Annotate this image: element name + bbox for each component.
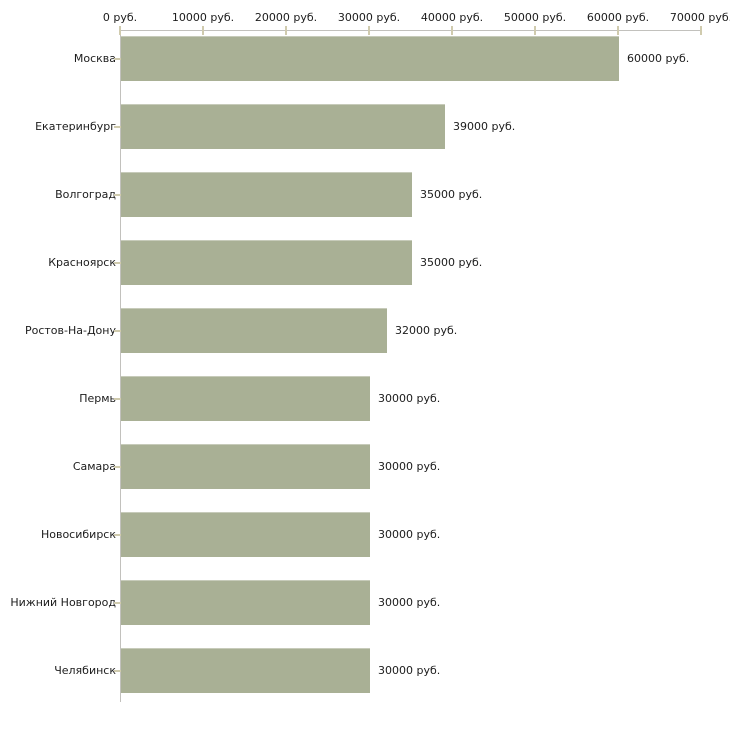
x-tick-label: 20000 руб. (254, 11, 318, 24)
value-label: 35000 руб. (420, 187, 483, 201)
y-tick-mark (114, 397, 121, 400)
x-tick-mark (202, 26, 204, 35)
value-label: 30000 руб. (378, 595, 441, 609)
value-label: 30000 руб. (378, 459, 441, 473)
category-label: Нижний Новгород (10, 595, 116, 609)
value-label: 32000 руб. (395, 323, 458, 337)
category-label: Екатеринбург (35, 119, 116, 133)
y-tick-mark (114, 669, 121, 672)
x-tick-label: 30000 руб. (337, 11, 401, 24)
bar (121, 240, 412, 285)
bar (121, 172, 412, 217)
x-tick-mark (451, 26, 453, 35)
value-label: 30000 руб. (378, 663, 441, 677)
bar (121, 580, 370, 625)
y-tick-mark (114, 57, 121, 60)
x-tick-mark (119, 26, 121, 35)
x-tick-label: 50000 руб. (503, 11, 567, 24)
y-tick-mark (114, 601, 121, 604)
y-tick-mark (114, 533, 121, 536)
value-label: 35000 руб. (420, 255, 483, 269)
y-tick-mark (114, 329, 121, 332)
x-tick-label: 60000 руб. (586, 11, 650, 24)
y-tick-mark (114, 193, 121, 196)
x-tick-label: 70000 руб. (669, 11, 730, 24)
category-label: Волгоград (55, 187, 116, 201)
value-label: 30000 руб. (378, 391, 441, 405)
category-label: Ростов-На-Дону (24, 323, 116, 337)
category-label: Красноярск (48, 255, 116, 269)
bar (121, 36, 619, 81)
bar (121, 648, 370, 693)
category-label: Москва (73, 51, 116, 65)
category-label: Новосибирск (40, 527, 116, 541)
x-tick-mark (285, 26, 287, 35)
category-label: Пермь (79, 391, 116, 405)
value-label: 60000 руб. (627, 51, 690, 65)
x-axis-line (120, 30, 701, 31)
bar (121, 104, 445, 149)
x-tick-mark (617, 26, 619, 35)
y-tick-mark (114, 465, 121, 468)
value-label: 39000 руб. (453, 119, 516, 133)
category-label: Челябинск (54, 663, 116, 677)
bar (121, 444, 370, 489)
x-tick-mark (534, 26, 536, 35)
category-label: Самара (72, 459, 116, 473)
bar (121, 376, 370, 421)
x-tick-label: 10000 руб. (171, 11, 235, 24)
y-tick-mark (114, 125, 121, 128)
bar (121, 512, 370, 557)
x-tick-label: 40000 руб. (420, 11, 484, 24)
bar (121, 308, 387, 353)
y-tick-mark (114, 261, 121, 264)
value-label: 30000 руб. (378, 527, 441, 541)
x-tick-label: 0 руб. (102, 11, 138, 24)
y-axis-line (120, 30, 121, 702)
x-tick-mark (368, 26, 370, 35)
x-tick-mark (700, 26, 702, 35)
